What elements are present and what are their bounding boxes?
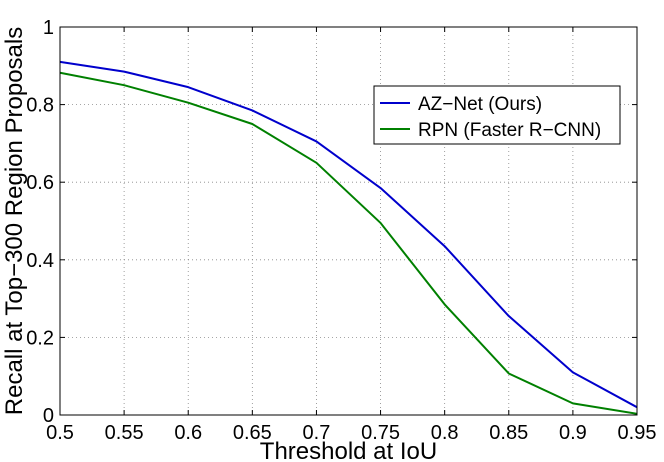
x-tick-label: 0.55 [105,422,144,444]
y-tick-labels: 0 0.2 0.4 0.6 0.8 1 [26,17,54,427]
y-tick-label: 0.2 [26,327,54,349]
series-line-rpn [59,71,638,415]
grid-lines [60,27,637,415]
legend-entry-az-net: AZ−Net (Ours) [418,94,542,115]
y-tick-label: 1 [43,17,54,39]
legend: AZ−Net (Ours) RPN (Faster R−CNN) [373,85,621,145]
series-line-az-net [59,60,638,409]
y-tick-label: 0.8 [26,95,54,117]
x-tick-label: 0.7 [303,422,331,444]
x-tick-label: 0.75 [361,422,400,444]
axis-ticks [59,26,638,416]
y-tick-label: 0.4 [26,250,54,272]
x-tick-label: 0.65 [233,422,272,444]
legend-entry-rpn: RPN (Faster R−CNN) [418,120,601,141]
x-tick-label: 0.85 [489,422,528,444]
x-tick-label: 0.6 [174,422,202,444]
y-tick-label: 0 [43,405,54,427]
plot-frame [59,26,638,416]
x-tick-label: 0.5 [46,422,74,444]
legend-box [373,85,621,145]
x-axis-label: Threshold at IoU [260,438,437,462]
y-axis-label: Recall at Top−300 Region Proposals [1,27,28,415]
x-tick-labels: 0.5 0.55 0.6 0.65 0.7 0.75 0.8 0.85 0.9 0.95 [46,422,656,444]
x-tick-label: 0.95 [618,422,657,444]
x-tick-label: 0.9 [559,422,587,444]
x-tick-label: 0.8 [431,422,459,444]
y-tick-label: 0.6 [26,172,54,194]
